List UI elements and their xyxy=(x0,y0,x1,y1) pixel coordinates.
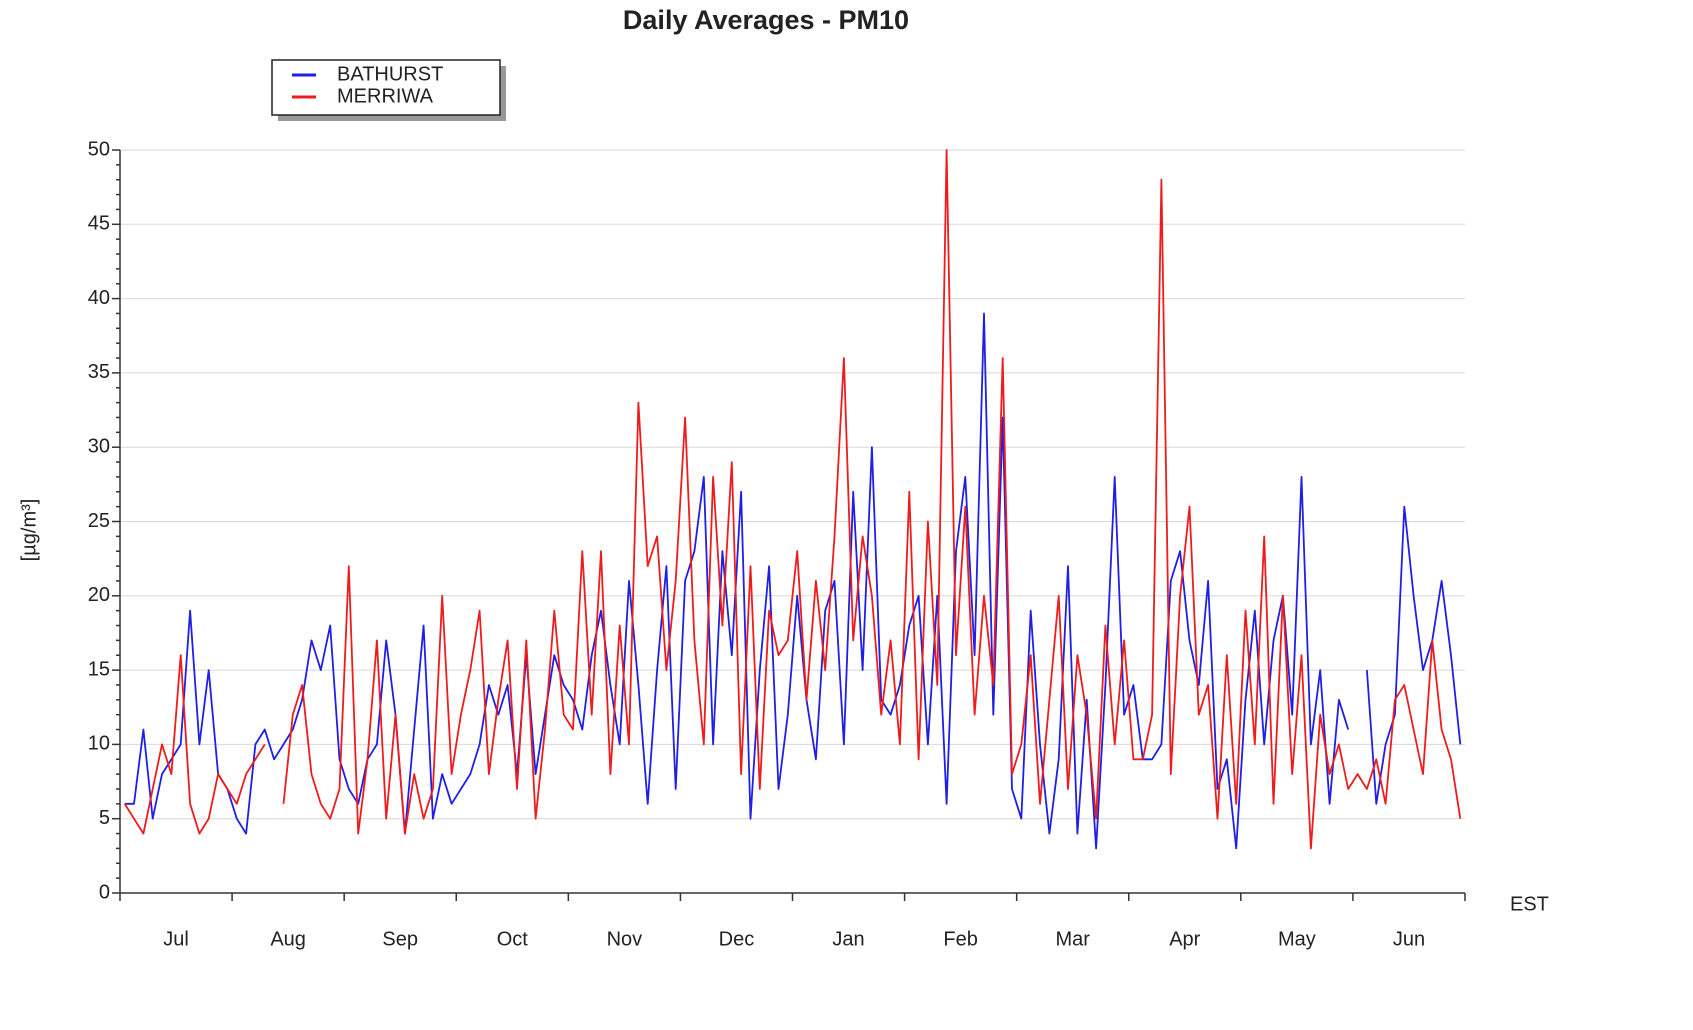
y-tick-label: 40 xyxy=(88,287,110,309)
y-tick-label: 25 xyxy=(88,510,110,532)
x-tick-label: Mar xyxy=(1055,928,1090,950)
x-tick-label: Feb xyxy=(943,928,977,950)
y-tick-label: 10 xyxy=(88,733,110,755)
legend xyxy=(271,59,501,116)
x-tick-label: Oct xyxy=(497,928,529,950)
legend-label: BATHURST xyxy=(337,63,443,85)
x-tick-label: Jul xyxy=(163,928,189,950)
chart-title: Daily Averages - PM10 xyxy=(623,5,909,35)
series-line xyxy=(124,312,1462,850)
x-tick-label: Jan xyxy=(832,928,864,950)
y-tick-label: 0 xyxy=(99,881,110,903)
y-tick-label: 5 xyxy=(99,807,110,829)
y-tick-label: 50 xyxy=(88,138,110,160)
x-tick-label: Jun xyxy=(1393,928,1425,950)
x-tick-label: May xyxy=(1278,928,1316,950)
x-tick-label: Apr xyxy=(1169,928,1200,950)
y-axis-label: [µg/m³] xyxy=(18,499,40,562)
x-tick-label: Nov xyxy=(607,928,643,950)
y-tick-label: 20 xyxy=(88,584,110,606)
x-tick-label: Aug xyxy=(270,928,306,950)
y-tick-label: 30 xyxy=(88,435,110,457)
y-tick-label: 35 xyxy=(88,361,110,383)
y-tick-label: 45 xyxy=(88,213,110,235)
y-tick-label: 15 xyxy=(88,658,110,680)
series-line xyxy=(123,149,1462,850)
x-unit-label: EST xyxy=(1510,893,1549,915)
legend-label: MERRIWA xyxy=(337,85,434,107)
x-tick-label: Sep xyxy=(382,928,418,950)
x-tick-label: Dec xyxy=(719,928,755,950)
